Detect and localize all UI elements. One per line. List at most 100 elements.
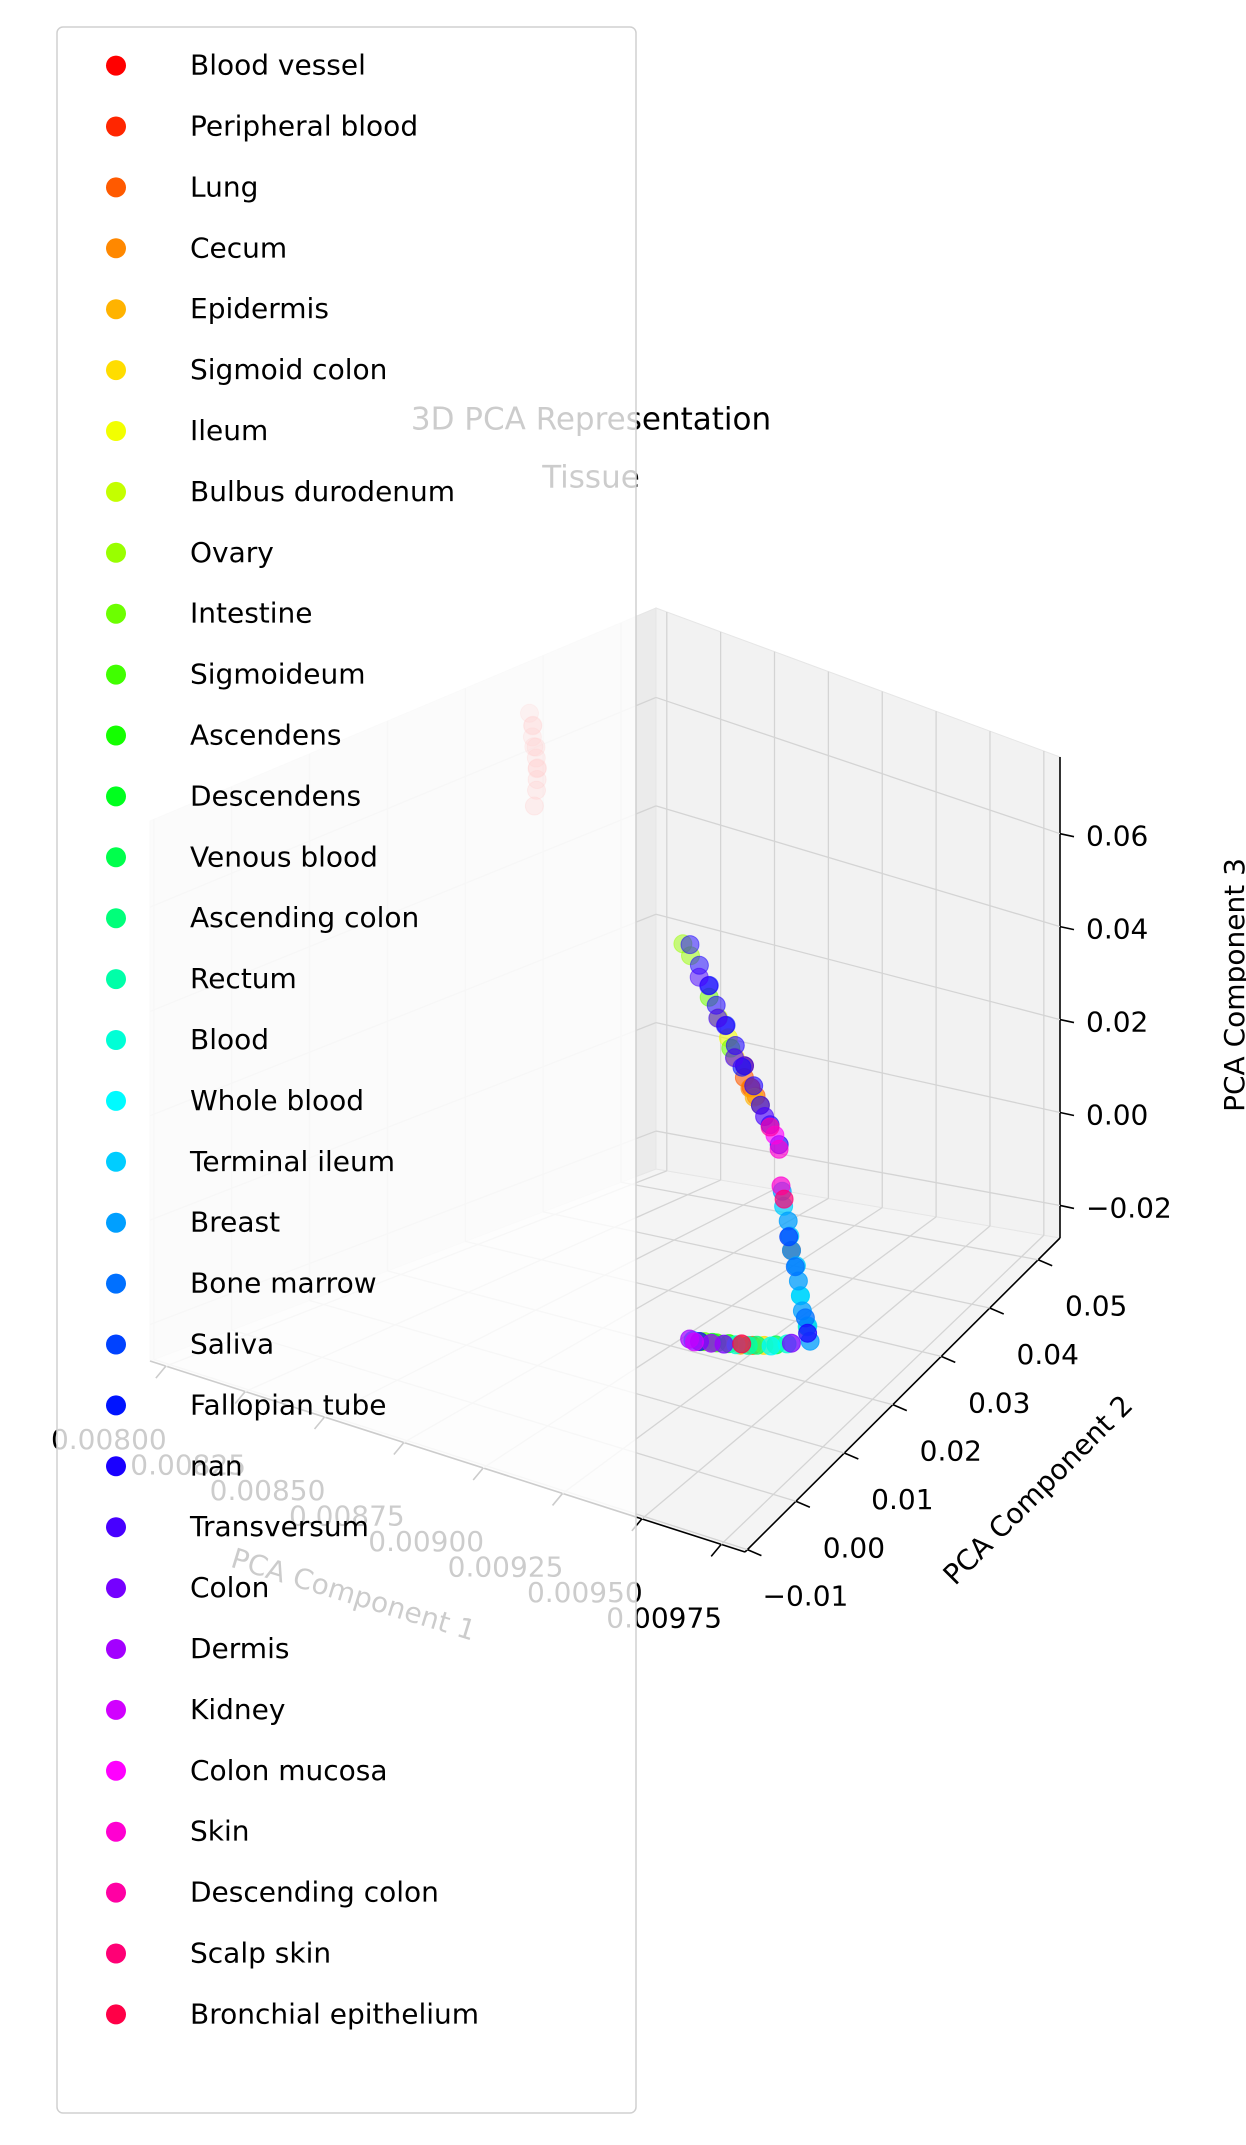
legend-marker bbox=[106, 116, 126, 137]
y-tick bbox=[1037, 1259, 1053, 1267]
y-tick-label: 0.02 bbox=[920, 1435, 982, 1468]
legend-marker bbox=[106, 1821, 126, 1842]
data-point bbox=[769, 1139, 789, 1159]
legend-marker bbox=[106, 969, 126, 990]
legend-label: Lung bbox=[190, 170, 258, 203]
legend-label: Bulbus durodenum bbox=[190, 475, 455, 508]
legend-marker bbox=[106, 786, 126, 807]
z-tick bbox=[1059, 832, 1075, 838]
data-point bbox=[761, 1336, 781, 1356]
legend-marker bbox=[106, 360, 126, 381]
legend-label: Ovary bbox=[190, 536, 274, 569]
legend-box bbox=[56, 26, 637, 2114]
y-tick bbox=[747, 1548, 762, 1557]
legend-marker bbox=[106, 1151, 126, 1172]
grid-line bbox=[720, 1234, 1045, 1545]
legend-marker bbox=[106, 299, 126, 320]
legend-label: Kidney bbox=[190, 1693, 285, 1726]
grid-line bbox=[655, 805, 1061, 928]
data-point bbox=[732, 1334, 752, 1354]
y-tick-label: 0.03 bbox=[968, 1386, 1030, 1419]
legend-label: Sigmoideum bbox=[190, 658, 366, 691]
legend-label: Rectum bbox=[190, 962, 297, 995]
grid-line bbox=[641, 1225, 991, 1520]
z-tick-label: 0.06 bbox=[1086, 820, 1148, 853]
data-point bbox=[744, 1076, 764, 1096]
y-tick bbox=[795, 1500, 811, 1509]
data-point bbox=[774, 1189, 794, 1209]
legend-marker bbox=[106, 1882, 126, 1903]
legend-label: Descending colon bbox=[190, 1876, 439, 1909]
legend-label: Saliva bbox=[190, 1328, 274, 1361]
z-tick-label: 0.00 bbox=[1086, 1099, 1148, 1132]
legend-marker bbox=[106, 725, 126, 746]
legend-label: Venous blood bbox=[190, 840, 378, 873]
data-point bbox=[781, 1333, 801, 1353]
legend-label: Colon mucosa bbox=[190, 1754, 388, 1787]
legend-label: Blood bbox=[190, 1023, 269, 1056]
legend-marker bbox=[106, 1030, 126, 1050]
z-tick bbox=[1059, 1111, 1075, 1117]
y-tick-label: 0.05 bbox=[1065, 1290, 1127, 1323]
legend-label: Bone marrow bbox=[190, 1267, 377, 1300]
legend-marker bbox=[106, 908, 126, 929]
grid-line bbox=[655, 1130, 1061, 1207]
legend-label: Descendens bbox=[190, 779, 361, 812]
legend-label: Ascending colon bbox=[190, 901, 419, 934]
legend-marker bbox=[106, 1456, 126, 1477]
data-point bbox=[760, 1117, 780, 1137]
legend-label: Peripheral blood bbox=[190, 110, 418, 143]
legend-label: Bronchial epithelium bbox=[190, 1997, 479, 2030]
grid-line bbox=[620, 1181, 1039, 1261]
y-tick bbox=[989, 1307, 1005, 1315]
grid-line bbox=[655, 913, 1061, 1021]
legend-marker bbox=[106, 1517, 126, 1538]
data-point bbox=[725, 1048, 744, 1068]
legend-label: Blood vessel bbox=[190, 49, 366, 82]
legend-label: Epidermis bbox=[190, 292, 329, 325]
legend-marker bbox=[106, 238, 126, 259]
legend-label: Ascendens bbox=[190, 719, 341, 752]
legend-label: Whole blood bbox=[190, 1084, 364, 1117]
legend-marker bbox=[106, 1212, 126, 1233]
y-tick-label: 0.00 bbox=[823, 1531, 885, 1564]
legend-label: Breast bbox=[190, 1206, 280, 1239]
data-point bbox=[689, 967, 709, 987]
legend-label: Intestine bbox=[190, 597, 313, 630]
legend-marker bbox=[106, 421, 126, 441]
legend: Blood vessel Peripheral blood Lung Cecum Epi… bbox=[56, 26, 637, 2114]
pane-back bbox=[655, 607, 1061, 1239]
legend-label: Cecum bbox=[190, 231, 287, 264]
legend-marker bbox=[106, 1273, 126, 1294]
data-point bbox=[779, 1227, 799, 1247]
z-tick-label: −0.02 bbox=[1086, 1191, 1172, 1224]
legend-label: Ileum bbox=[190, 414, 268, 447]
legend-marker bbox=[106, 1578, 126, 1599]
y-tick-label: 0.04 bbox=[1017, 1338, 1079, 1371]
y-tick-label: −0.01 bbox=[763, 1580, 849, 1613]
legend-marker bbox=[106, 542, 126, 563]
legend-marker bbox=[106, 1334, 126, 1355]
legend-marker bbox=[106, 1699, 126, 1720]
legend-label: nan bbox=[190, 1449, 243, 1482]
y-tick-label: 0.01 bbox=[871, 1483, 933, 1516]
data-point bbox=[701, 1333, 721, 1353]
legend-label: Terminal ileum bbox=[189, 1145, 395, 1178]
data-point bbox=[685, 1332, 704, 1352]
z-tick-label: 0.02 bbox=[1086, 1006, 1148, 1039]
legend-marker bbox=[106, 177, 126, 198]
grid-line bbox=[655, 696, 1061, 835]
y-axis-label: PCA Component 2 bbox=[937, 1389, 1140, 1592]
legend-marker bbox=[106, 1090, 126, 1111]
legend-label: Skin bbox=[190, 1815, 250, 1848]
legend-label: Transversum bbox=[189, 1510, 369, 1543]
z-tick bbox=[1059, 1018, 1075, 1024]
legend-marker bbox=[106, 847, 126, 868]
legend-label: Dermis bbox=[190, 1632, 289, 1665]
legend-marker bbox=[106, 1395, 126, 1416]
x-tick bbox=[710, 1543, 722, 1557]
y-tick bbox=[892, 1403, 908, 1412]
legend-marker bbox=[106, 603, 126, 624]
legend-marker bbox=[106, 1943, 126, 1964]
